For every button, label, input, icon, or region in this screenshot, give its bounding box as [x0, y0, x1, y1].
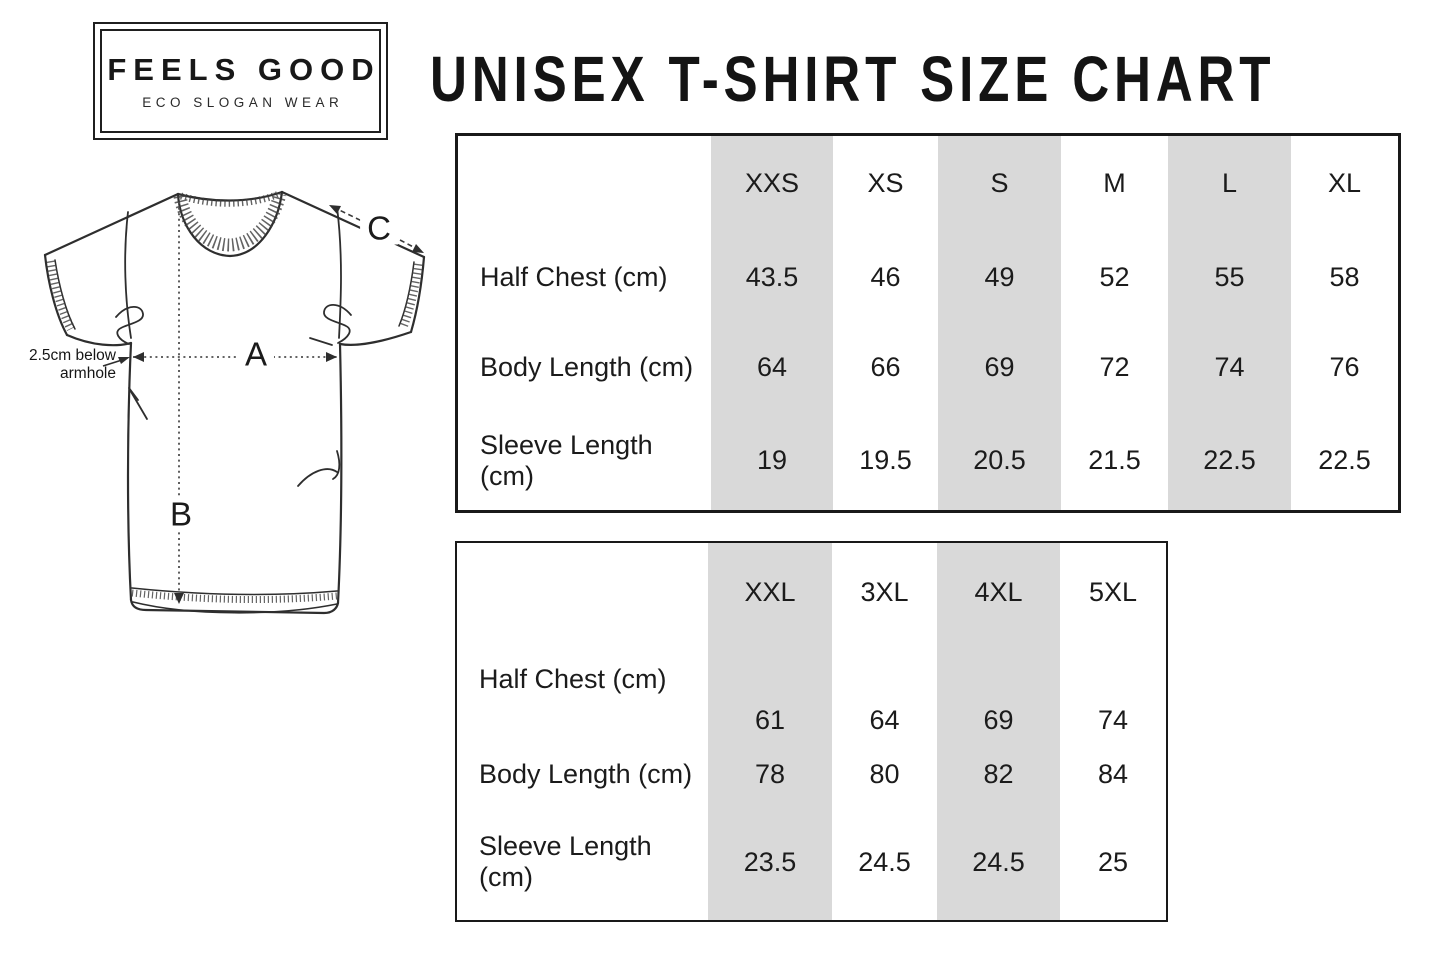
tshirt-diagram: A B C 2.5cm below armhole — [10, 175, 440, 645]
size-value: 84 — [1097, 758, 1129, 789]
measure-line-c — [329, 205, 424, 253]
size-value: 19 — [711, 411, 833, 510]
measure-line-a — [133, 352, 337, 362]
size-value: 55 — [1168, 231, 1291, 323]
size-value: 69 — [938, 323, 1061, 411]
table1-corner-cell — [458, 136, 711, 231]
armhole-note: 2.5cm below armhole — [24, 347, 116, 384]
size-value: 21.5 — [1088, 445, 1141, 475]
armhole-note-line2: armhole — [60, 365, 116, 383]
size-value: 24.5 — [858, 846, 911, 877]
size-value: 66 — [870, 351, 901, 382]
brand-tagline: ECO SLOGAN WEAR — [142, 95, 344, 110]
row-label-half-chest: Half Chest (cm) — [480, 261, 668, 292]
size-header-xxs: XXS — [711, 136, 833, 231]
size-header-l: L — [1168, 136, 1291, 231]
size-value: 43.5 — [711, 231, 833, 323]
brand-logo: FEELS GOOD ECO SLOGAN WEAR — [93, 22, 388, 140]
table2-corner-cell — [457, 543, 708, 642]
size-header-xl: XL — [1327, 168, 1362, 198]
size-value: 72 — [1099, 351, 1130, 382]
fabric-wrinkles — [115, 303, 352, 487]
row-label-sleeve-length: Sleeve Length (cm) — [479, 831, 652, 892]
size-value: 25 — [1097, 846, 1129, 877]
note-arrow — [102, 357, 130, 367]
size-value: 82 — [937, 744, 1060, 804]
size-value: 49 — [938, 231, 1061, 323]
size-table-small-sizes: XXS XS S M L XL Half Chest (cm) 43.5 46 … — [455, 133, 1401, 513]
size-value: 19.5 — [859, 445, 912, 475]
size-value: 46 — [870, 261, 901, 292]
size-value: 58 — [1329, 261, 1360, 292]
size-value: 74 — [1097, 705, 1129, 735]
measure-label-b: B — [162, 497, 200, 531]
size-header-3xl: 3XL — [860, 577, 909, 607]
size-header-4xl: 4XL — [937, 543, 1060, 642]
brand-name: FEELS GOOD — [107, 52, 381, 87]
size-value: 24.5 — [937, 804, 1060, 920]
size-value: 20.5 — [938, 411, 1061, 510]
row-label-sleeve-length: Sleeve Length (cm) — [480, 429, 653, 491]
page-title: UNISEX T-SHIRT SIZE CHART — [430, 43, 1276, 115]
size-value: 74 — [1168, 323, 1291, 411]
size-value: 22.5 — [1318, 445, 1371, 475]
size-header-xxl: XXL — [708, 543, 832, 642]
size-value: 52 — [1099, 261, 1130, 292]
size-value: 64 — [869, 705, 900, 735]
size-value: 23.5 — [708, 804, 832, 920]
size-header-xs: XS — [867, 168, 904, 198]
size-table-large-sizes: XXL 3XL 4XL 5XL Half Chest (cm) 61 64 69… — [455, 541, 1168, 922]
size-header-m: M — [1103, 168, 1126, 198]
size-header-s: S — [938, 136, 1061, 231]
size-value: 80 — [869, 758, 900, 789]
measure-label-c: C — [360, 211, 398, 245]
row-label-body-length: Body Length (cm) — [480, 351, 694, 382]
size-header-5xl: 5XL — [1088, 577, 1138, 607]
size-value: 61 — [708, 642, 832, 744]
size-value: 76 — [1329, 351, 1360, 382]
armhole-note-line1: 2.5cm below — [28, 347, 116, 364]
size-value: 69 — [937, 642, 1060, 744]
measure-label-a: A — [237, 337, 275, 371]
size-value: 78 — [708, 744, 832, 804]
size-value: 64 — [711, 323, 833, 411]
brand-logo-inner-frame: FEELS GOOD ECO SLOGAN WEAR — [100, 29, 381, 133]
row-label-half-chest: Half Chest (cm) — [479, 664, 667, 694]
tshirt-outline — [43, 190, 426, 615]
measure-line-b — [174, 202, 184, 604]
size-value: 22.5 — [1168, 411, 1291, 510]
row-label-body-length: Body Length (cm) — [479, 758, 693, 789]
tshirt-drawing — [43, 190, 426, 615]
collar-ribbing — [46, 190, 423, 604]
